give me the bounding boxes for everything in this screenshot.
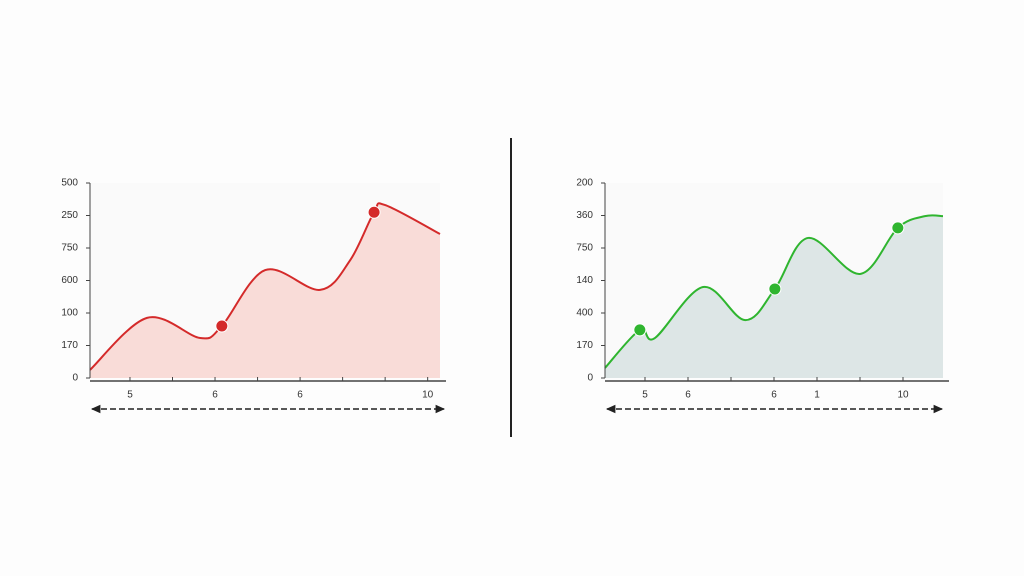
y-tick-label: 750 (576, 243, 593, 254)
x-tick-label: 6 (297, 390, 303, 401)
area-line (89, 202, 441, 371)
y-tick-label: 100 (61, 308, 78, 319)
x-tick-label: 6 (685, 390, 691, 401)
y-tick-label: 0 (72, 373, 78, 384)
y-tick-label: 200 (576, 178, 593, 189)
y-tick-label: 500 (61, 178, 78, 189)
area-fill (605, 215, 943, 378)
x-tick-label: 10 (897, 390, 909, 401)
x-tick-label: 10 (422, 390, 434, 401)
marker (367, 205, 381, 219)
x-tick-label: 5 (642, 390, 648, 401)
marker (891, 221, 905, 235)
y-tick-label: 0 (587, 373, 593, 384)
y-tick-label: 600 (61, 275, 78, 286)
y-tick-label: 250 (61, 210, 78, 221)
x-tick-label: 6 (771, 390, 777, 401)
y-tick-label: 400 (576, 308, 593, 319)
y-tick-label: 170 (576, 340, 593, 351)
y-tick-label: 170 (61, 340, 78, 351)
marker (768, 282, 782, 296)
x-tick-label: 6 (212, 390, 218, 401)
marker (215, 319, 229, 333)
marker (633, 323, 647, 337)
y-tick-label: 750 (61, 243, 78, 254)
x-tick-label: 5 (127, 390, 133, 401)
y-tick-label: 360 (576, 210, 593, 221)
x-tick-label: 1 (814, 390, 820, 401)
area-fill (90, 203, 440, 378)
y-tick-label: 140 (576, 275, 593, 286)
